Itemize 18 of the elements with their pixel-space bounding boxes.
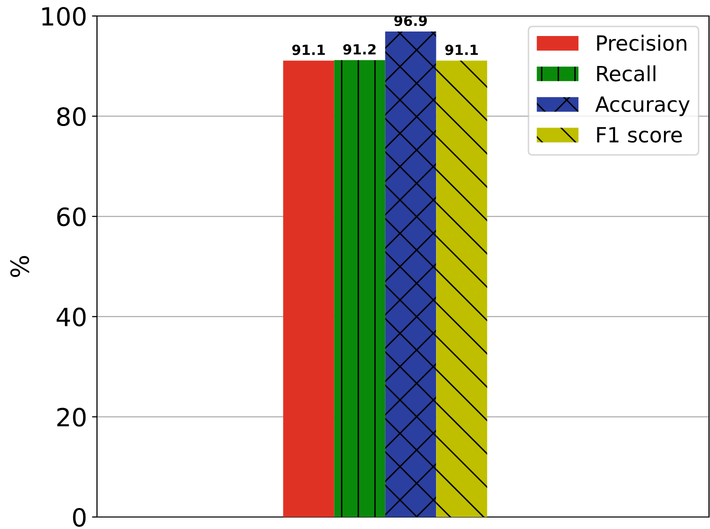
bar xyxy=(283,60,334,517)
data-label: 91.1 xyxy=(292,44,325,56)
y-axis-title: % xyxy=(10,256,30,277)
y-tick-label: 80 xyxy=(57,107,86,126)
bar xyxy=(436,60,488,517)
bar xyxy=(334,60,386,517)
legend-label: Accuracy xyxy=(595,96,690,116)
y-tick-label: 60 xyxy=(57,207,86,226)
data-label: 91.1 xyxy=(445,44,478,56)
data-label: 91.2 xyxy=(343,44,376,55)
legend-label: Precision xyxy=(597,34,686,51)
y-tick-label: 20 xyxy=(57,408,86,427)
y-tick-label: 0 xyxy=(73,508,86,527)
legend-label: Recall xyxy=(597,65,656,82)
legend-label: F1 score xyxy=(597,127,682,143)
y-tick-label: 40 xyxy=(56,308,86,326)
bar xyxy=(385,32,436,517)
y-tick-label: 100 xyxy=(42,6,86,26)
